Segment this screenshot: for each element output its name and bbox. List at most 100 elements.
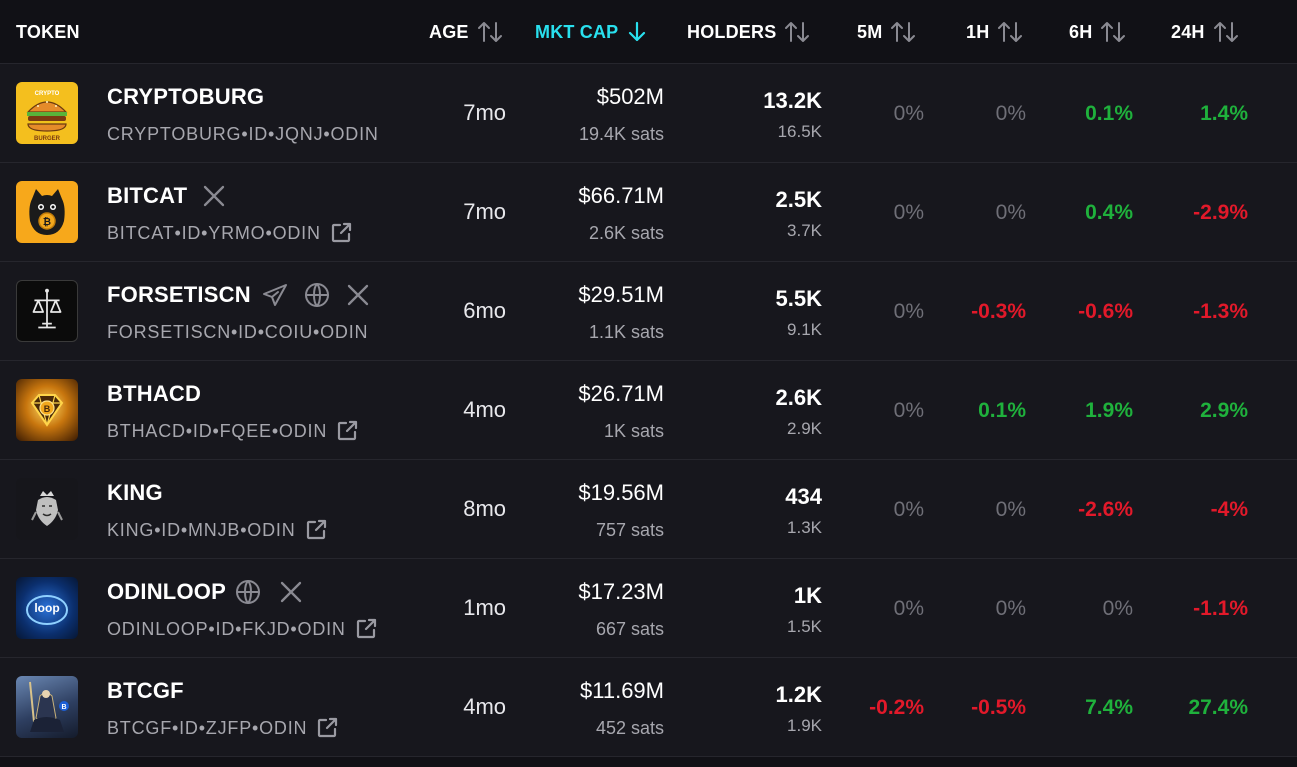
token-name[interactable]: BITCAT	[107, 183, 188, 208]
table-row[interactable]: FORSETISCN FORSETISCN•ID•COIU•ODIN 6mo $…	[0, 262, 1297, 361]
svg-text:₿: ₿	[43, 216, 51, 228]
token-age: 4mo	[463, 397, 506, 422]
holders-secondary: 2.9K	[787, 419, 822, 438]
token-name-wrap: BTCGF	[107, 678, 184, 704]
col-header-age-label: AGE	[429, 21, 469, 42]
token-age: 4mo	[463, 694, 506, 719]
change-5m: 0%	[893, 102, 924, 125]
logo-text-top: CRYPTO	[35, 91, 60, 97]
token-name-wrap: FORSETISCN	[107, 282, 371, 308]
change-1h: 0%	[995, 597, 1026, 620]
table-row[interactable]: CRYPTO BURGER CRYPTOBURG CRYPTOBURG•ID•J…	[0, 64, 1297, 163]
x-twitter-icon[interactable]	[345, 283, 371, 307]
token-id: CRYPTOBURG•ID•JQNJ•ODIN	[107, 123, 379, 144]
change-5m: 0%	[893, 300, 924, 323]
price-sats: 757 sats	[595, 520, 664, 540]
change-24h: 2.9%	[1200, 399, 1248, 422]
globe-icon[interactable]	[303, 282, 331, 308]
col-header-holders[interactable]: HOLDERS	[687, 0, 810, 64]
market-cap: $17.23M	[578, 579, 664, 604]
price-sats: 19.4K sats	[578, 124, 664, 144]
holders-secondary: 1.9K	[787, 716, 822, 735]
token-id-wrap: CRYPTOBURG•ID•JQNJ•ODIN	[107, 122, 391, 146]
header-divider	[0, 63, 1297, 64]
col-header-mktcap-label: MKT CAP	[535, 21, 619, 42]
token-id-wrap: BTHACD•ID•FQEE•ODIN	[107, 419, 391, 443]
holders-count: 2.6K	[775, 385, 822, 410]
change-1h: 0%	[995, 102, 1026, 125]
table-row[interactable]: ₿ BITCAT BITCAT•ID•YRMO•ODIN 7mo $66.71M…	[0, 163, 1297, 262]
market-cap: $502M	[596, 84, 664, 109]
globe-icon[interactable]	[234, 579, 262, 605]
token-id-wrap: KING•ID•MNJB•ODIN	[107, 518, 391, 542]
token-id-wrap: ODINLOOP•ID•FKJD•ODIN	[107, 617, 391, 641]
token-name-wrap: ODINLOOP	[107, 579, 304, 605]
external-link-icon[interactable]	[335, 419, 361, 443]
sort-icon[interactable]	[1213, 20, 1239, 44]
x-twitter-icon[interactable]	[278, 580, 304, 604]
sort-desc-icon[interactable]	[626, 20, 648, 44]
holders-count: 5.5K	[775, 286, 822, 311]
sort-icon[interactable]	[890, 20, 916, 44]
token-name-wrap: CRYPTOBURG	[107, 84, 264, 110]
token-age: 6mo	[463, 298, 506, 323]
col-header-24h-label: 24H	[1171, 21, 1205, 42]
holders-count: 1.2K	[775, 682, 822, 707]
token-name[interactable]: BTCGF	[107, 678, 184, 703]
col-header-6h[interactable]: 6H	[1069, 0, 1126, 64]
table-row[interactable]: B BTCGF BTCGF•ID•ZJFP•ODIN 4mo $11.69M 4…	[0, 658, 1297, 757]
change-1h: 0%	[995, 201, 1026, 224]
external-link-icon[interactable]	[329, 221, 355, 245]
col-header-24h[interactable]: 24H	[1171, 0, 1239, 64]
external-link-icon[interactable]	[304, 518, 330, 542]
col-header-5m[interactable]: 5M	[857, 0, 916, 64]
table-row[interactable]: B BTHACD BTHACD•ID•FQEE•ODIN 4mo $26.71M…	[0, 361, 1297, 460]
external-link-icon[interactable]	[315, 716, 341, 740]
token-id-wrap: BTCGF•ID•ZJFP•ODIN	[107, 716, 391, 740]
holders-secondary: 1.5K	[787, 617, 822, 636]
price-sats: 2.6K sats	[588, 223, 664, 243]
token-logo-king	[16, 478, 78, 540]
col-header-mktcap[interactable]: MKT CAP	[535, 0, 648, 64]
holders-secondary: 1.3K	[787, 518, 822, 537]
token-age: 7mo	[463, 199, 506, 224]
market-cap: $11.69M	[580, 678, 664, 703]
col-header-age[interactable]: AGE	[429, 0, 503, 64]
change-6h: 0%	[1102, 597, 1133, 620]
telegram-icon[interactable]	[261, 282, 289, 308]
token-age: 7mo	[463, 100, 506, 125]
holders-count: 2.5K	[775, 187, 822, 212]
token-id: FORSETISCN•ID•COIU•ODIN	[107, 321, 369, 342]
table-row[interactable]: loop ODINLOOP ODINLOOP•ID•FKJD•ODIN 1mo …	[0, 559, 1297, 658]
col-header-1h-label: 1H	[966, 21, 990, 42]
sort-icon[interactable]	[784, 20, 810, 44]
sort-icon[interactable]	[1100, 20, 1126, 44]
change-5m: 0%	[893, 399, 924, 422]
token-name[interactable]: KING	[107, 480, 163, 505]
external-link-icon[interactable]	[354, 617, 380, 641]
table-header: TOKEN AGE MKT CAP HOLDERS 5M	[0, 0, 1297, 64]
change-1h: -0.5%	[971, 696, 1026, 719]
table-row[interactable]: KING KING•ID•MNJB•ODIN 8mo $19.56M 757 s…	[0, 460, 1297, 559]
sort-icon[interactable]	[997, 20, 1023, 44]
token-logo-forsetiscn	[16, 280, 78, 342]
logo-text-bottom: BURGER	[34, 136, 61, 142]
token-name-wrap: BTHACD	[107, 381, 201, 407]
change-6h: 7.4%	[1085, 696, 1133, 719]
x-twitter-icon[interactable]	[201, 184, 227, 208]
token-name[interactable]: FORSETISCN	[107, 282, 251, 307]
change-24h: -2.9%	[1193, 201, 1248, 224]
token-name[interactable]: CRYPTOBURG	[107, 84, 265, 109]
token-id-wrap: BITCAT•ID•YRMO•ODIN	[107, 221, 391, 245]
change-24h: -1.3%	[1193, 300, 1248, 323]
col-header-1h[interactable]: 1H	[966, 0, 1023, 64]
token-name[interactable]: BTHACD	[107, 381, 202, 406]
token-age: 8mo	[463, 496, 506, 521]
token-name[interactable]: ODINLOOP	[107, 579, 226, 604]
change-24h: 1.4%	[1200, 102, 1248, 125]
holders-count: 1K	[793, 583, 822, 608]
change-1h: 0.1%	[978, 399, 1026, 422]
change-1h: -0.3%	[971, 300, 1026, 323]
sort-icon[interactable]	[477, 20, 503, 44]
token-logo-odinloop: loop	[16, 577, 78, 639]
